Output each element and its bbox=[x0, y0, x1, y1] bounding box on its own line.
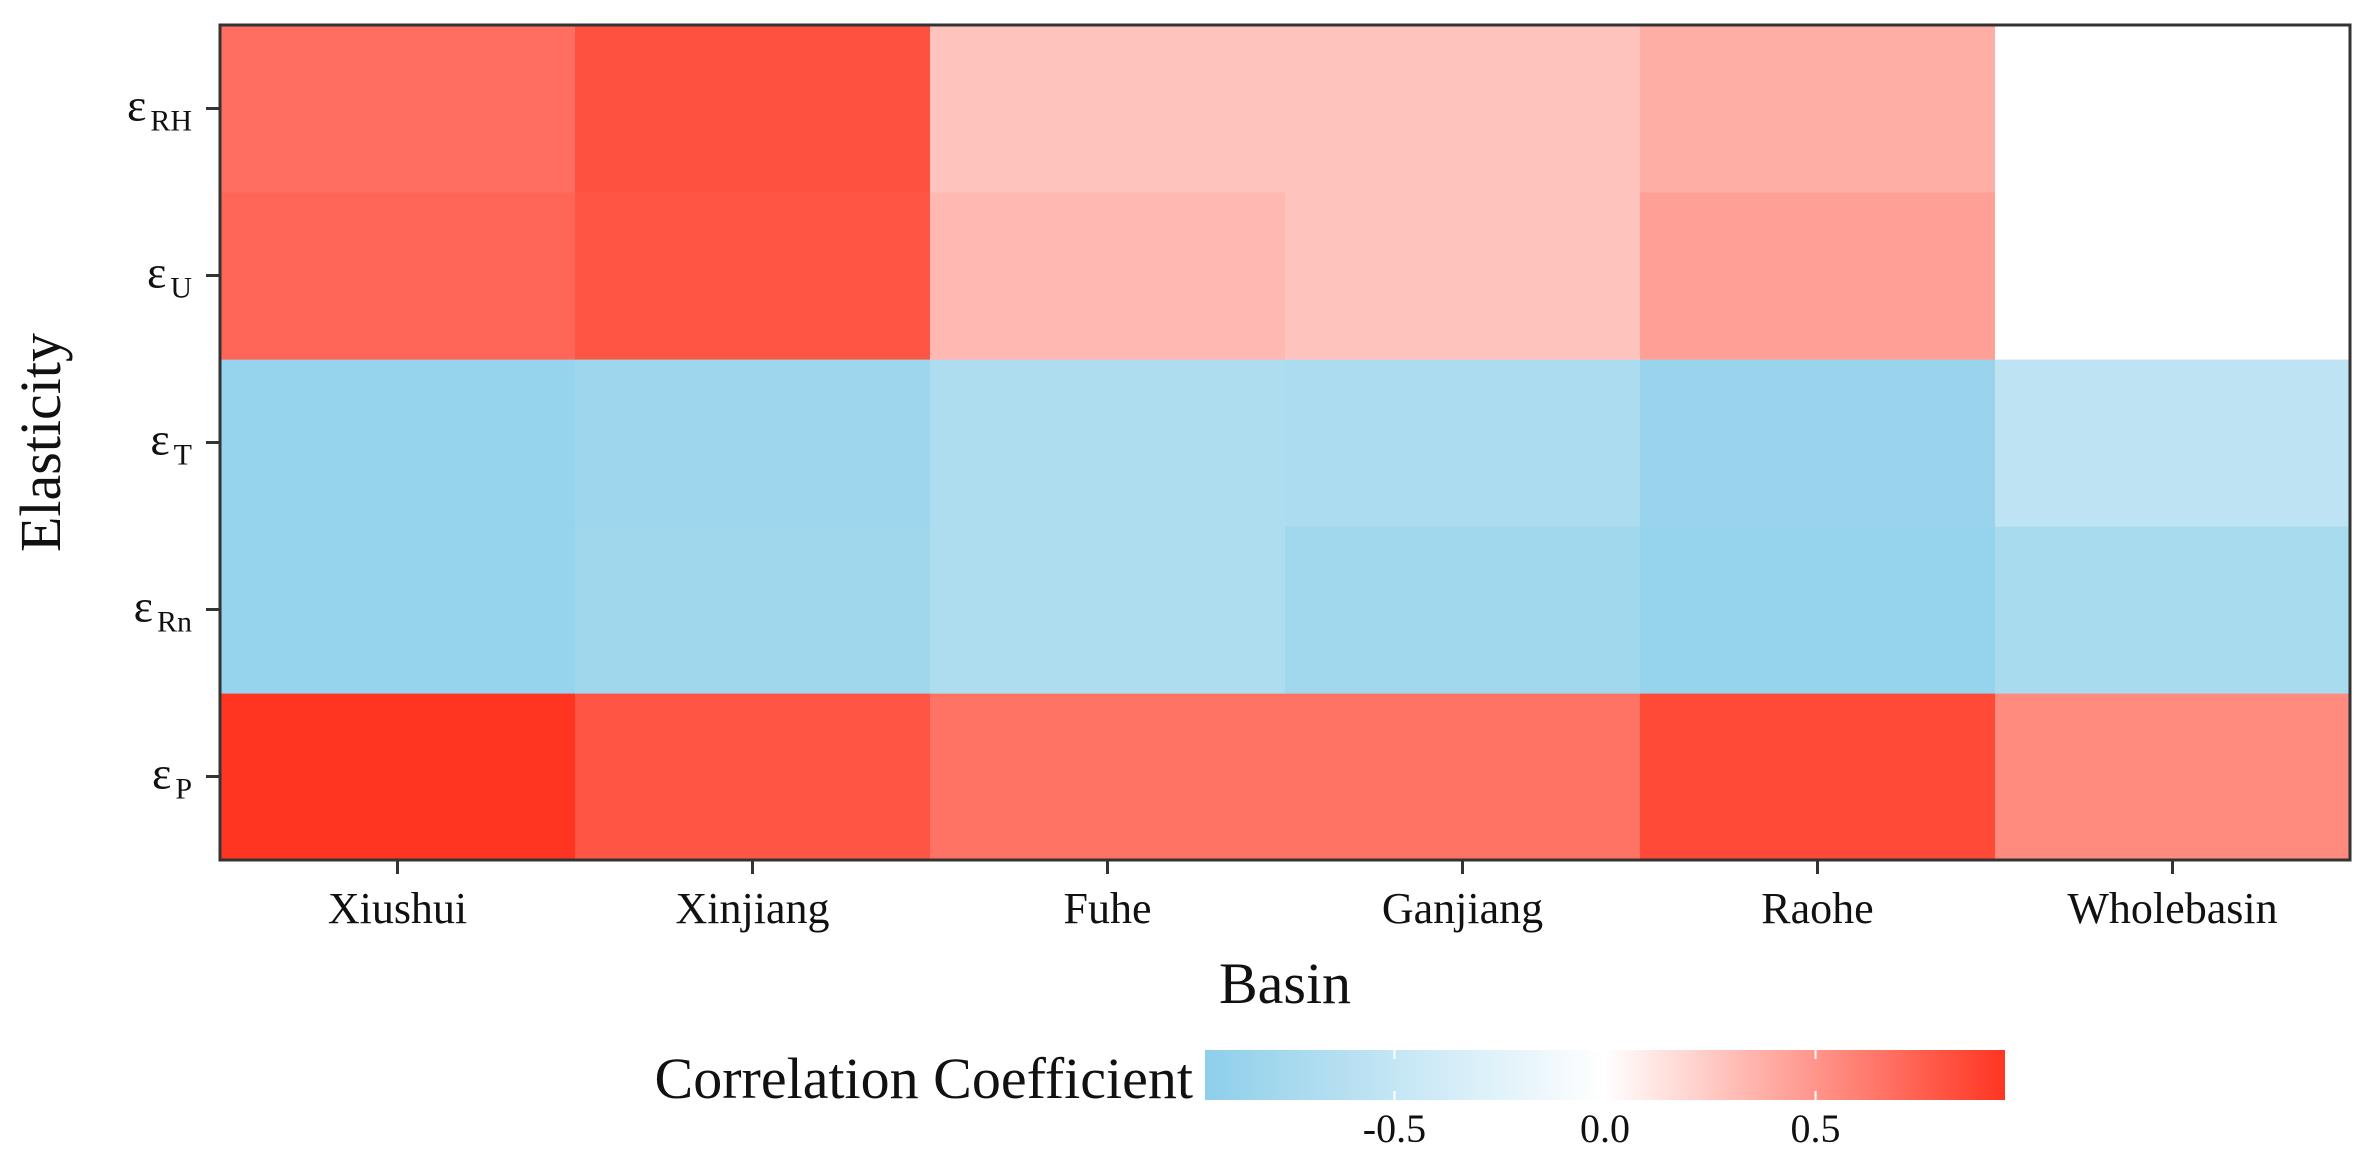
heatmap-cell bbox=[575, 359, 931, 527]
heatmap-cell bbox=[220, 526, 576, 694]
x-tick-label: Xinjiang bbox=[676, 884, 830, 933]
heatmap-cell bbox=[1285, 526, 1641, 694]
legend-ticks: -0.5 0.0 0.5 bbox=[1363, 1050, 1841, 1151]
heatmap-cell bbox=[1640, 526, 1996, 694]
y-axis: ε P ε Rn ε T ε U ε RH bbox=[127, 80, 220, 806]
heatmap-cell bbox=[220, 25, 576, 193]
color-legend: Correlation Coefficient -0.5 0.0 0.5 bbox=[655, 1046, 2005, 1151]
heatmap-cell bbox=[1285, 192, 1641, 360]
y-tick-label: ε Rn bbox=[134, 581, 192, 639]
heatmap-cell bbox=[1995, 192, 2351, 360]
heatmap-cell bbox=[1285, 693, 1641, 861]
x-tick-label: Ganjiang bbox=[1382, 884, 1543, 933]
heatmap-cell bbox=[930, 25, 1286, 193]
x-tick-label: Fuhe bbox=[1064, 884, 1152, 933]
heatmap-cell bbox=[930, 359, 1286, 527]
x-axis: Xiushui Xinjiang Fuhe Ganjiang Raohe Wholebas… bbox=[328, 860, 2278, 933]
heatmap-cell bbox=[1995, 693, 2351, 861]
heatmap-cell bbox=[1995, 526, 2351, 694]
legend-tick-label: 0.5 bbox=[1791, 1106, 1841, 1151]
heatmap-cell bbox=[220, 693, 576, 861]
y-tick-label: ε RH bbox=[127, 80, 192, 138]
x-axis-title: Basin bbox=[1219, 951, 1351, 1016]
heatmap-cell bbox=[575, 25, 931, 193]
heatmap-cell bbox=[575, 693, 931, 861]
heatmap-cell bbox=[930, 526, 1286, 694]
x-tick-label: Xiushui bbox=[328, 884, 467, 933]
heatmap-cell bbox=[930, 192, 1286, 360]
heatmap-cell bbox=[930, 693, 1286, 861]
y-axis-title: Elasticity bbox=[8, 333, 73, 552]
legend-tick-label: 0.0 bbox=[1580, 1106, 1630, 1151]
heatmap-cell bbox=[1640, 693, 1996, 861]
heatmap-cell bbox=[1285, 359, 1641, 527]
heatmap-cell bbox=[1640, 192, 1996, 360]
heatmap-cells bbox=[220, 25, 2351, 861]
x-tick-label: Wholebasin bbox=[2067, 884, 2277, 933]
heatmap-cell bbox=[575, 192, 931, 360]
heatmap-cell bbox=[575, 526, 931, 694]
heatmap-cell bbox=[1285, 25, 1641, 193]
heatmap-cell bbox=[1640, 359, 1996, 527]
heatmap-cell bbox=[1995, 25, 2351, 193]
heatmap-cell bbox=[220, 192, 576, 360]
heatmap-cell bbox=[1640, 25, 1996, 193]
heatmap-cell bbox=[220, 359, 576, 527]
legend-title: Correlation Coefficient bbox=[655, 1046, 1193, 1111]
legend-tick-label: -0.5 bbox=[1363, 1106, 1426, 1151]
heatmap-cell bbox=[1995, 359, 2351, 527]
x-tick-label: Raohe bbox=[1761, 884, 1873, 933]
